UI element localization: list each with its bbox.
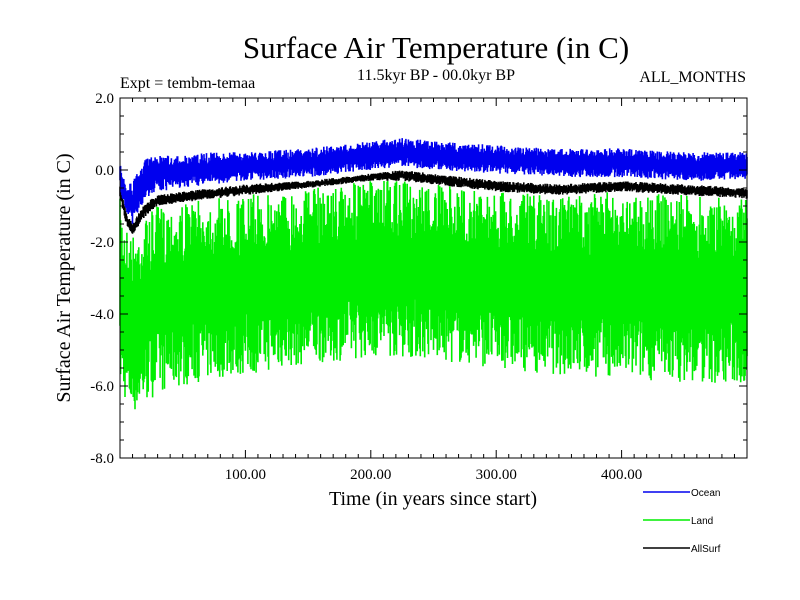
y-tick-label: 0.0 — [95, 163, 114, 179]
legend-label-ocean: Ocean — [691, 488, 720, 499]
legend-label-land: Land — [691, 516, 713, 527]
experiment-label: Expt = tembm-temaa — [120, 75, 255, 92]
time-range-label: 11.5kyr BP - 00.0kyr BP — [357, 67, 515, 84]
chart-legend: Ocean Land AllSurf — [643, 488, 721, 555]
chart-title: Surface Air Temperature (in C) — [243, 30, 629, 65]
y-tick-label: 2.0 — [95, 91, 114, 107]
series-land-line — [119, 180, 748, 410]
x-axis-label: Time (in years since start) — [329, 488, 537, 510]
y-tick-label: -6.0 — [90, 379, 114, 395]
months-label: ALL_MONTHS — [639, 69, 746, 86]
y-tick-label: -8.0 — [90, 451, 114, 467]
legend-label-allsurf: AllSurf — [691, 544, 721, 555]
y-tick-label: -4.0 — [90, 307, 114, 323]
x-tick-label: 200.00 — [350, 467, 391, 483]
x-tick-label: 100.00 — [225, 467, 266, 483]
plot-data-layer — [119, 138, 748, 410]
x-tick-label: 300.00 — [476, 467, 517, 483]
x-tick-label: 400.00 — [601, 467, 642, 483]
y-tick-label: -2.0 — [90, 235, 114, 251]
y-axis-label: Surface Air Temperature (in C) — [53, 153, 75, 402]
axis-ticks: 100.00 200.00 300.00 400.00 -8.0 -6.0 -4.0 -2.0… — [90, 91, 747, 483]
